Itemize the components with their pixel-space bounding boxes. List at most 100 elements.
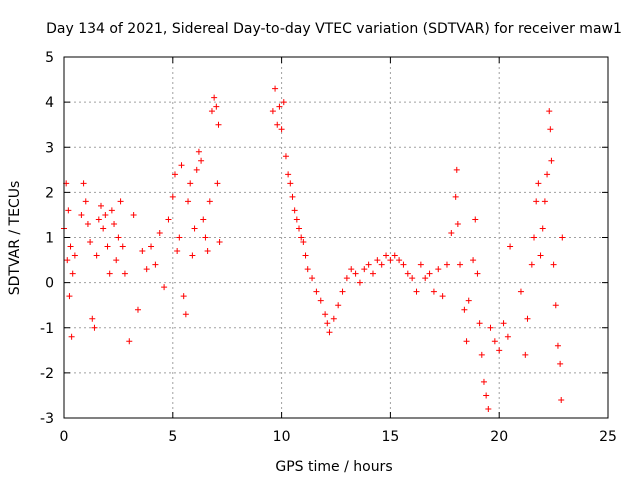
data-point xyxy=(557,360,564,367)
data-point xyxy=(87,239,94,246)
data-point xyxy=(293,216,300,223)
data-point xyxy=(130,211,137,218)
x-tick-label: 0 xyxy=(60,429,69,445)
y-tick-label: -1 xyxy=(40,321,54,337)
data-point xyxy=(148,243,155,250)
data-point xyxy=(189,252,196,259)
data-point xyxy=(541,198,548,205)
data-point xyxy=(313,288,320,295)
data-point xyxy=(171,171,178,178)
data-point xyxy=(435,266,442,273)
data-point xyxy=(533,198,540,205)
data-point xyxy=(282,153,289,160)
data-point xyxy=(126,338,133,345)
data-point xyxy=(457,261,464,268)
data-point xyxy=(476,320,483,327)
data-point xyxy=(339,288,346,295)
data-point xyxy=(559,234,566,241)
y-tick-label: 3 xyxy=(45,140,54,156)
data-point xyxy=(276,103,283,110)
data-point xyxy=(97,202,104,209)
y-tick-label: -2 xyxy=(40,366,54,382)
data-point xyxy=(161,284,168,291)
grid-layer xyxy=(64,57,608,418)
data-point xyxy=(180,293,187,300)
data-point xyxy=(396,257,403,264)
data-point xyxy=(430,288,437,295)
data-point xyxy=(95,216,102,223)
data-point xyxy=(198,157,205,164)
data-point xyxy=(517,288,524,295)
data-point xyxy=(206,198,213,205)
data-point xyxy=(539,225,546,232)
y-tick-label: 5 xyxy=(45,50,54,66)
data-point xyxy=(417,261,424,268)
data-point xyxy=(404,270,411,277)
x-tick-label: 25 xyxy=(599,429,617,445)
data-point xyxy=(522,351,529,358)
x-tick-label: 15 xyxy=(381,429,399,445)
data-point xyxy=(528,261,535,268)
data-point xyxy=(121,270,128,277)
y-tick-label: 0 xyxy=(45,276,54,292)
data-point xyxy=(356,279,363,286)
data-point xyxy=(322,311,329,318)
data-point xyxy=(193,166,200,173)
data-points xyxy=(61,85,566,412)
data-point xyxy=(195,148,202,155)
data-point xyxy=(115,234,122,241)
data-point xyxy=(365,261,372,268)
data-point xyxy=(215,121,222,128)
data-point xyxy=(343,275,350,282)
data-point xyxy=(178,162,185,169)
data-point xyxy=(152,261,159,268)
data-point xyxy=(326,329,333,336)
data-point xyxy=(280,99,287,106)
data-point xyxy=(106,270,113,277)
data-point xyxy=(369,270,376,277)
data-point xyxy=(278,126,285,133)
data-point xyxy=(548,157,555,164)
data-point xyxy=(491,338,498,345)
data-point xyxy=(68,333,75,340)
y-tick-label: -3 xyxy=(40,411,54,427)
x-axis-label: GPS time / hours xyxy=(275,459,392,475)
data-point xyxy=(387,257,394,264)
data-point xyxy=(485,405,492,412)
data-point xyxy=(71,252,78,259)
data-point xyxy=(191,225,198,232)
data-point xyxy=(66,293,73,300)
data-point xyxy=(84,220,91,227)
data-point xyxy=(291,207,298,214)
data-point xyxy=(400,261,407,268)
data-point xyxy=(335,302,342,309)
axis-ticks: 0 5 10 15 20 25 -3 -2 -1 0 1 2 3 4 5 xyxy=(40,50,617,445)
data-point xyxy=(504,333,511,340)
data-point xyxy=(165,216,172,223)
data-point xyxy=(374,257,381,264)
data-point xyxy=(454,220,461,227)
data-point xyxy=(302,252,309,259)
data-point xyxy=(80,180,87,187)
data-point xyxy=(185,198,192,205)
data-point xyxy=(547,126,554,133)
data-point xyxy=(104,243,111,250)
data-point xyxy=(317,297,324,304)
data-point xyxy=(453,166,460,173)
data-point xyxy=(108,207,115,214)
data-point xyxy=(289,193,296,200)
data-point xyxy=(426,270,433,277)
data-point xyxy=(89,315,96,322)
data-point xyxy=(465,297,472,304)
data-point xyxy=(383,252,390,259)
data-point xyxy=(378,261,385,268)
y-axis-label: SDTVAR / TECUs xyxy=(7,181,23,296)
y-tick-label: 4 xyxy=(45,95,54,111)
data-point xyxy=(113,257,120,264)
chart-title: Day 134 of 2021, Sidereal Day-to-day VTE… xyxy=(46,21,622,37)
data-point xyxy=(269,108,276,115)
data-point xyxy=(483,392,490,399)
data-point xyxy=(156,229,163,236)
data-point xyxy=(285,171,292,178)
